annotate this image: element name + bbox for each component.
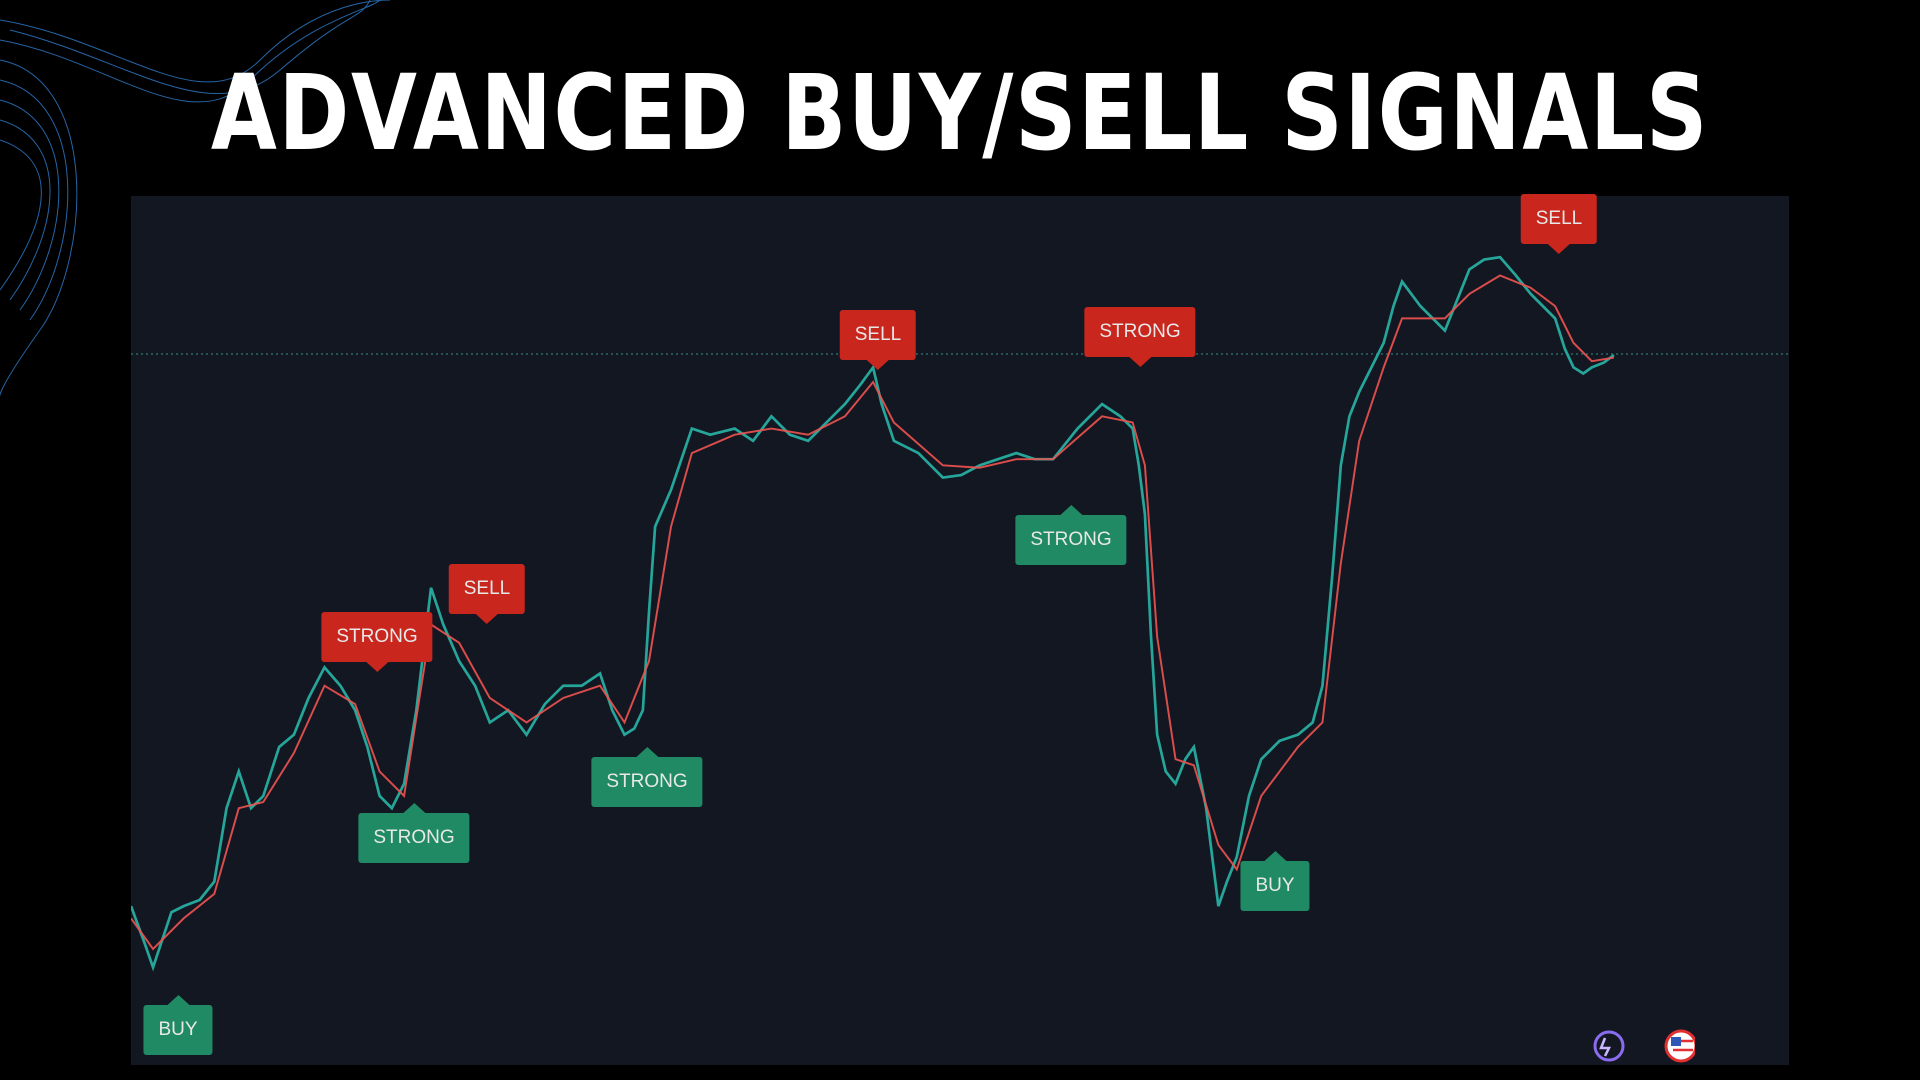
price-chart <box>131 255 1789 972</box>
decor-swirl <box>0 0 391 400</box>
signal-badge: SELL <box>839 310 917 370</box>
signal-badge: SELL <box>1520 194 1598 254</box>
signal-ma <box>131 274 1615 951</box>
signal-badge: BUY <box>143 995 213 1055</box>
signal-badge: STRONG <box>1015 505 1127 565</box>
signal-badge: STRONG <box>321 612 433 672</box>
signal-badge: STRONG <box>1084 307 1196 367</box>
footer-icons <box>1593 1029 1695 1063</box>
signal-badge: STRONG <box>591 747 703 807</box>
price-path <box>131 255 1615 972</box>
signal-badge: STRONG <box>358 803 470 863</box>
title: ADVANCED BUY/SELL SIGNALS <box>210 52 1710 174</box>
signal-badge: SELL <box>448 564 526 624</box>
signal-badge: BUY <box>1240 851 1310 911</box>
